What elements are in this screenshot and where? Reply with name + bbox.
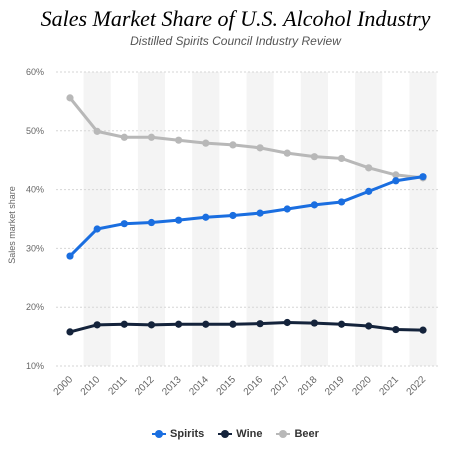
spirits-point <box>392 177 400 185</box>
series-spirits <box>66 173 427 260</box>
beer-point <box>337 154 346 163</box>
legend-item-beer[interactable]: Beer <box>276 428 319 440</box>
x-tick-label: 2017 <box>269 374 293 398</box>
column-band <box>246 72 274 366</box>
wine-point <box>310 319 318 327</box>
beer-point <box>283 149 291 157</box>
wine-point <box>147 321 156 329</box>
x-axis-ticks: 2000 2010 2011 2012 2013 2014 2015 2016 2017 2018… <box>52 374 429 398</box>
series-lines <box>66 94 427 336</box>
wine-point <box>175 320 183 328</box>
spirits-point <box>256 209 264 217</box>
spirits-point <box>66 252 74 260</box>
spirits-point <box>283 205 291 213</box>
spirits-point <box>419 173 427 181</box>
beer-point <box>120 133 128 141</box>
chart-subtitle: Distilled Spirits Council Industry Revie… <box>130 34 341 48</box>
wine-point <box>229 320 237 328</box>
y-axis-label: Sales market share <box>7 186 17 264</box>
beer-point <box>147 133 156 141</box>
x-tick-label: 2021 <box>377 374 401 398</box>
x-tick-label: 2015 <box>215 374 239 398</box>
x-tick-label: 2010 <box>79 374 103 398</box>
legend-item-spirits[interactable]: Spirits <box>152 428 204 440</box>
x-tick-label: 2022 <box>405 374 429 398</box>
y-tick-label: 40% <box>26 185 44 195</box>
legend-label-beer: Beer <box>294 428 319 440</box>
chart-title: Sales Market Share of U.S. Alcohol Indus… <box>40 6 431 31</box>
spirits-point <box>202 213 210 221</box>
legend-swatch-wine <box>218 430 233 438</box>
legend-label-wine: Wine <box>236 428 263 440</box>
x-tick-label: 2016 <box>242 374 266 398</box>
beer-point <box>202 139 210 147</box>
y-axis-ticks: 10% 20% 30% 40% 50% 60% <box>26 67 44 371</box>
beer-point <box>229 141 237 149</box>
legend-swatch-spirits <box>152 430 167 438</box>
wine-point <box>419 326 427 334</box>
beer-point <box>365 164 373 172</box>
legend-item-wine[interactable]: Wine <box>218 428 262 440</box>
beer-line <box>68 96 425 180</box>
spirits-point <box>365 187 373 195</box>
spirits-point <box>310 201 318 209</box>
beer-point <box>392 171 400 179</box>
spirits-point <box>147 218 156 227</box>
x-tick-label: 2014 <box>187 374 211 398</box>
y-tick-label: 10% <box>26 361 44 371</box>
legend-label-spirits: Spirits <box>170 428 205 440</box>
spirits-point <box>229 211 237 220</box>
legend: Spirits Wine Beer <box>0 428 471 440</box>
wine-point <box>93 321 101 329</box>
spirits-point <box>93 225 101 233</box>
wine-point <box>365 322 373 330</box>
beer-point <box>310 153 318 161</box>
x-tick-label: 2000 <box>52 374 76 398</box>
wine-point <box>392 325 400 334</box>
series-beer <box>66 94 427 182</box>
wine-point <box>66 328 74 336</box>
column-band <box>355 72 383 366</box>
beer-point <box>175 136 183 144</box>
wine-line <box>68 320 425 334</box>
wine-point <box>256 320 264 328</box>
spirits-line <box>68 175 425 258</box>
wine-point <box>337 320 346 328</box>
y-tick-label: 20% <box>26 302 44 312</box>
beer-point <box>66 94 74 102</box>
series-wine <box>66 318 427 336</box>
x-tick-label: 2020 <box>350 374 374 398</box>
wine-point <box>283 318 291 327</box>
x-tick-label: 2019 <box>323 374 347 398</box>
wine-point <box>120 320 128 328</box>
x-tick-label: 2012 <box>133 374 157 398</box>
spirits-point <box>120 220 128 228</box>
x-tick-label: 2011 <box>106 374 129 397</box>
y-tick-label: 50% <box>26 126 44 136</box>
beer-point <box>256 144 264 152</box>
column-band <box>409 72 437 366</box>
column-band <box>300 72 328 366</box>
beer-point <box>93 127 101 135</box>
x-tick-label: 2013 <box>160 374 184 398</box>
legend-swatch-beer <box>276 430 291 438</box>
y-tick-label: 60% <box>26 67 44 77</box>
spirits-point <box>175 216 183 224</box>
wine-point <box>202 320 210 328</box>
x-tick-label: 2018 <box>296 374 320 398</box>
spirits-point <box>337 198 346 206</box>
y-tick-label: 30% <box>26 243 44 253</box>
